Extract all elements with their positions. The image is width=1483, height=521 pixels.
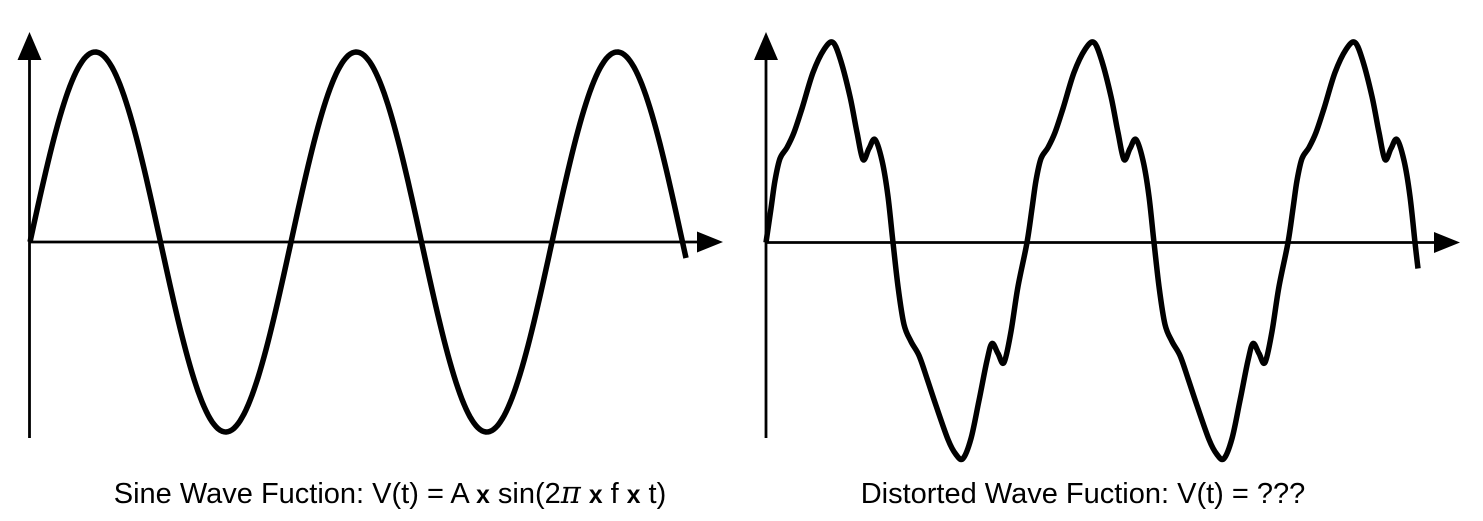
distorted-wave-curve bbox=[763, 39, 1421, 463]
caption-text: sin(2 bbox=[489, 478, 561, 510]
sine-wave-curve bbox=[27, 49, 689, 435]
caption-text: Sine Wave Fuction: V(t) = A bbox=[113, 478, 477, 510]
caption-text: Distorted Wave Fuction: V(t) = ??? bbox=[860, 478, 1306, 510]
caption-pi: π bbox=[560, 476, 581, 511]
y-axis-arrow-icon bbox=[754, 32, 778, 60]
x-axis-arrow-icon bbox=[697, 231, 723, 253]
distorted-wave-caption: Distorted Wave Fuction: V(t) = ??? bbox=[753, 473, 1413, 515]
caption-text: f bbox=[602, 478, 627, 510]
caption-bx: x bbox=[626, 482, 641, 509]
caption-text: t) bbox=[640, 478, 667, 510]
caption-bx: x bbox=[588, 482, 603, 509]
x-axis-arrow-icon bbox=[1434, 232, 1460, 253]
caption-text bbox=[581, 478, 589, 510]
y-axis-arrow-icon bbox=[17, 32, 42, 60]
sine-wave-panel bbox=[17, 32, 723, 438]
caption-bx: x bbox=[476, 482, 490, 509]
distorted-wave-panel bbox=[754, 32, 1460, 463]
sine-wave-caption: Sine Wave Fuction: V(t) = A x sin(2π x f… bbox=[60, 473, 720, 515]
